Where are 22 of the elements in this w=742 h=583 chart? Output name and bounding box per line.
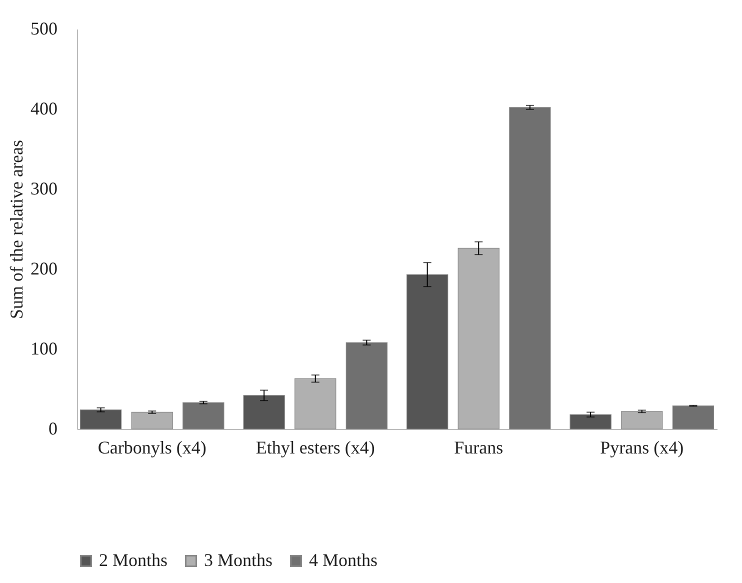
x-tick-label: Ethyl esters (x4) [256, 438, 375, 458]
y-tick-label: 500 [30, 18, 58, 38]
y-tick-label: 100 [30, 338, 58, 358]
legend-label: 4 Months [309, 550, 378, 570]
bar [80, 410, 122, 430]
bar [570, 414, 612, 430]
bar [182, 402, 224, 430]
bar [509, 107, 551, 430]
legend-label: 2 Months [99, 550, 168, 570]
y-tick-label: 0 [48, 418, 58, 438]
x-tick-label: Pyrans (x4) [600, 438, 684, 458]
y-tick-label: 200 [30, 258, 58, 278]
legend-label: 3 Months [204, 550, 273, 570]
y-tick-label: 400 [30, 98, 58, 118]
x-tick-label: Carbonyls (x4) [98, 438, 206, 458]
bar [672, 406, 714, 430]
bar [346, 342, 388, 430]
y-axis-title: Sum of the relative areas [6, 140, 26, 319]
y-tick-label: 300 [30, 178, 58, 198]
x-tick-label: Furans [454, 438, 504, 458]
bar [406, 274, 448, 430]
bar [243, 395, 285, 430]
